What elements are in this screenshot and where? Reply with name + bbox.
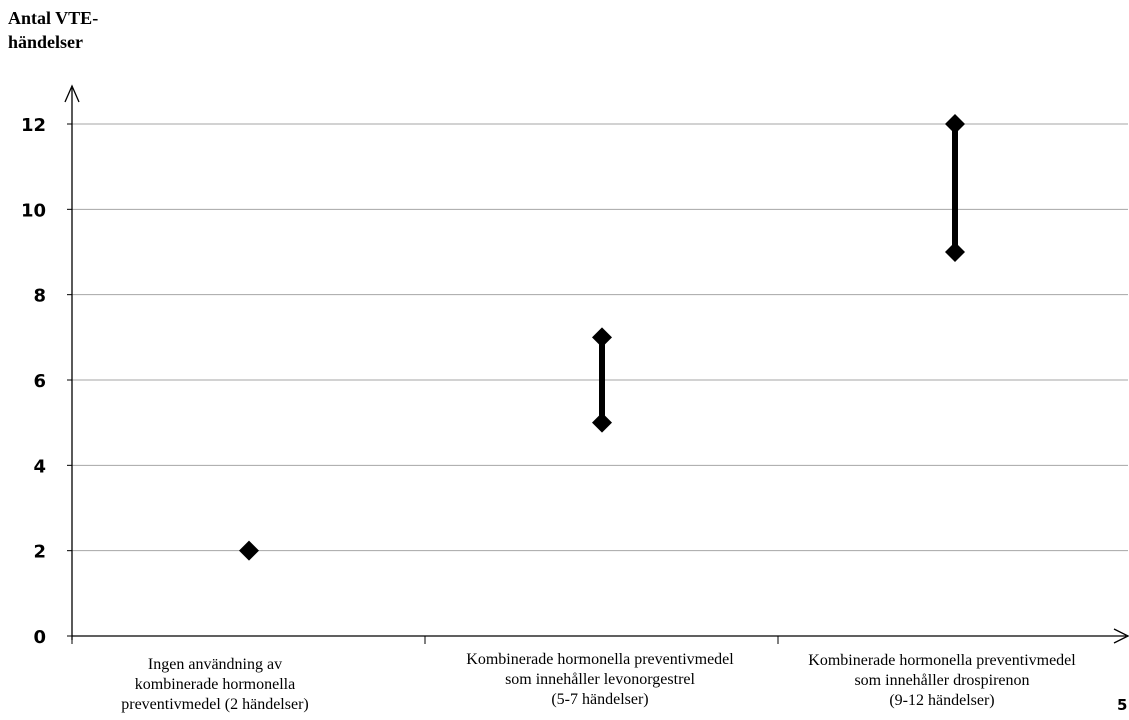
y-axis-arrow <box>64 84 80 103</box>
range-high-marker-2 <box>945 114 965 134</box>
x-axis-arrow <box>1113 628 1129 644</box>
y-tick-label-8: 8 <box>33 286 46 307</box>
category-label-no-use: Ingen användning av kombinerade hormonel… <box>121 656 309 713</box>
y-axis-label: Antal VTE- händelser <box>8 8 99 52</box>
y-tick-label-0: 0 <box>33 627 46 648</box>
y-tick-label-6: 6 <box>33 371 46 392</box>
page-number: 5 <box>1117 696 1128 714</box>
range-high-marker-1 <box>592 327 612 348</box>
y-tick-label-12: 12 <box>21 115 46 136</box>
y-tick-label-10: 10 <box>21 200 46 221</box>
category-label-levonorgestrel: Kombinerade hormonella preventivmedel so… <box>466 651 734 708</box>
range-low-marker-2 <box>945 242 965 262</box>
range-low-marker-1 <box>592 412 612 433</box>
category-label-drospirenon: Kombinerade hormonella preventivmedel so… <box>808 652 1076 709</box>
y-tick-label-2: 2 <box>33 542 46 563</box>
point-marker-0 <box>239 540 259 561</box>
y-tick-label-4: 4 <box>33 456 46 477</box>
